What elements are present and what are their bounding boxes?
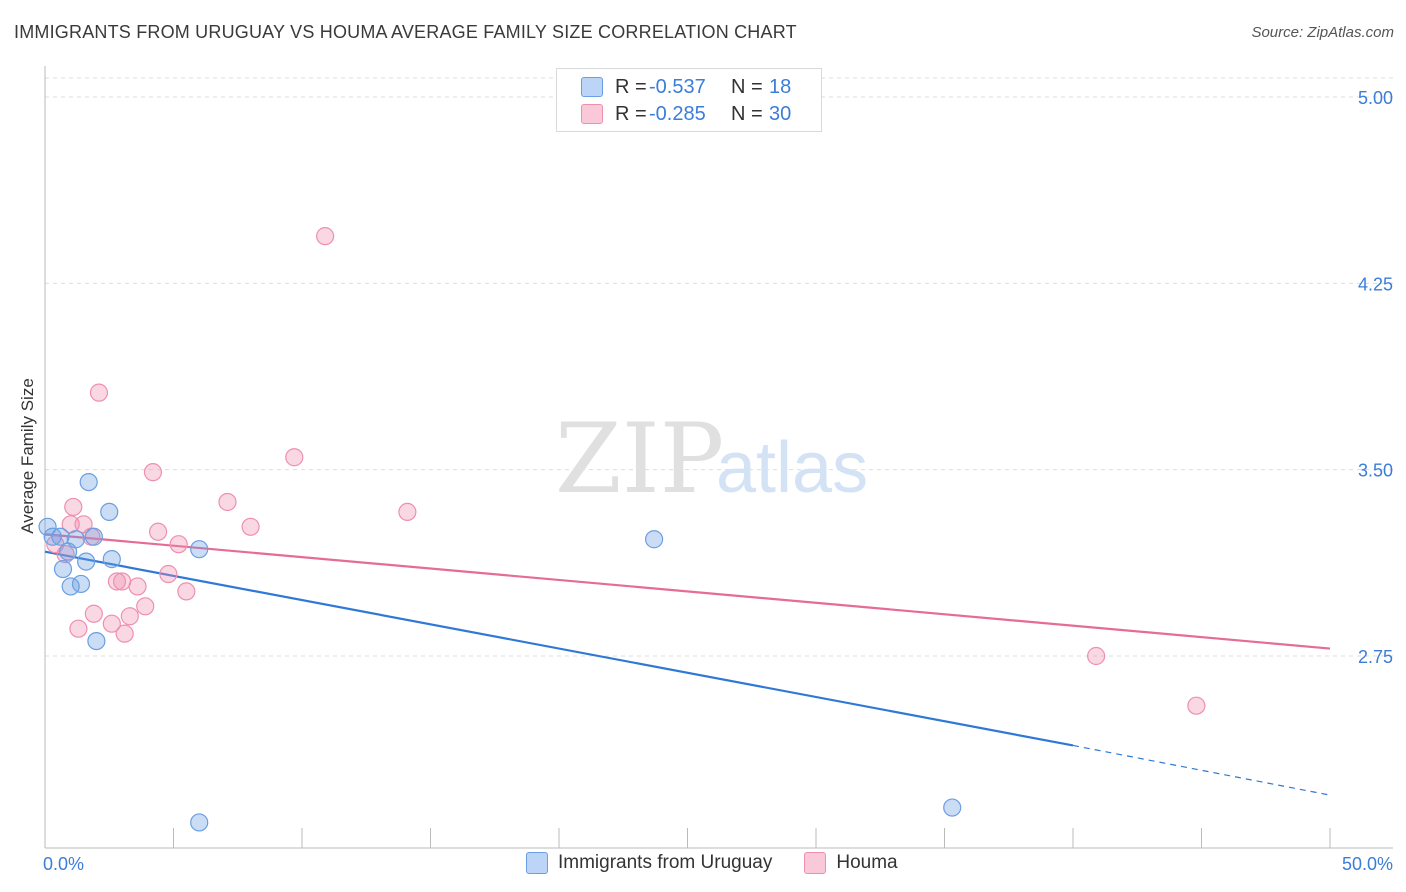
stats-legend: R = -0.537 N = 18 R = -0.285 N = 30: [556, 68, 822, 132]
houma-point: [69, 619, 88, 638]
houma-point: [136, 597, 155, 616]
uruguay-point: [644, 530, 664, 549]
n-label: N =: [731, 102, 763, 125]
legend-item-uruguay[interactable]: Immigrants from Uruguay: [526, 852, 772, 874]
houma-point: [102, 614, 121, 633]
n-value-houma: 30: [769, 102, 792, 125]
houma-point: [84, 604, 103, 623]
houma-point: [107, 572, 127, 591]
y-tick-label: 4.25: [1358, 274, 1393, 294]
legend-row-houma: R = -0.285 N = 30: [581, 102, 791, 126]
uruguay-point: [71, 574, 91, 594]
x-tick-label-max: 50.0%: [1342, 854, 1393, 874]
uruguay-point: [51, 527, 70, 546]
uruguay-point: [66, 530, 85, 549]
uruguay-point: [943, 798, 962, 817]
houma-point: [285, 448, 304, 467]
n-value-uruguay: 18: [769, 75, 792, 98]
houma-point: [120, 607, 139, 626]
houma-point: [218, 492, 237, 512]
houma-point: [177, 582, 196, 601]
houma-point: [128, 577, 147, 596]
houma-swatch: [804, 852, 827, 874]
x-tick-label-min: 0.0%: [43, 854, 84, 874]
legend-row-uruguay: R = -0.537 N = 18: [581, 75, 791, 99]
uruguay-point: [87, 631, 106, 651]
chart-title: IMMIGRANTS FROM URUGUAY VS HOUMA AVERAGE…: [14, 22, 797, 42]
r-value-uruguay: -0.537: [649, 75, 706, 98]
source-label: Source: ZipAtlas.com: [1251, 24, 1394, 41]
uruguay-trend-extension: [1072, 744, 1331, 796]
uruguay-point: [43, 527, 62, 546]
uruguay-swatch: [581, 77, 603, 97]
n-label: N =: [731, 75, 763, 98]
houma-point: [56, 545, 75, 564]
uruguay-point: [190, 540, 209, 559]
houma-point: [64, 497, 83, 517]
y-tick-labels: 2.75 3.50 4.25 5.00: [1358, 88, 1393, 667]
r-value-houma: -0.285: [649, 102, 706, 125]
houma-point: [148, 522, 168, 541]
houma-point: [115, 624, 134, 643]
uruguay-point: [79, 472, 98, 492]
uruguay-trend-line: [44, 550, 1074, 747]
y-tick-label: 3.50: [1358, 461, 1393, 481]
y-axis-label: Average Family Size: [18, 378, 37, 534]
houma-point: [1187, 696, 1206, 715]
uruguay-point: [38, 517, 57, 536]
uruguay-point: [100, 502, 119, 522]
watermark-zip: ZIP: [555, 403, 724, 515]
uruguay-point: [190, 813, 209, 832]
houma-point: [143, 463, 163, 482]
houma-point: [241, 517, 260, 536]
houma-point: [159, 564, 178, 584]
grid-lines: [45, 77, 1393, 657]
axes: [44, 66, 1393, 849]
legend-label-uruguay: Immigrants from Uruguay: [558, 852, 773, 873]
trend-lines: [44, 533, 1331, 796]
y-tick-label: 5.00: [1358, 88, 1393, 108]
legend-label-houma: Houma: [836, 852, 898, 873]
houma-point: [169, 535, 188, 554]
r-label: R =: [615, 102, 647, 125]
y-tick-label: 2.75: [1358, 647, 1393, 667]
houma-point: [398, 502, 417, 522]
r-label: R =: [615, 75, 647, 98]
data-points: [38, 227, 1206, 832]
houma-swatch: [581, 104, 603, 124]
uruguay-point: [53, 559, 73, 579]
houma-point: [89, 383, 109, 402]
houma-point: [112, 572, 132, 591]
uruguay-point: [77, 552, 96, 571]
legend-item-houma[interactable]: Houma: [804, 852, 898, 874]
houma-trend-line: [44, 533, 1331, 650]
x-tick-labels: 0.0% 50.0%: [43, 854, 1393, 874]
watermark-atlas: atlas: [716, 428, 868, 508]
series-legend: Immigrants from Uruguay Houma: [526, 852, 930, 874]
houma-point: [1087, 646, 1106, 666]
houma-point: [316, 227, 335, 246]
uruguay-point: [84, 527, 103, 546]
uruguay-swatch: [526, 852, 548, 874]
uruguay-point: [102, 550, 121, 569]
